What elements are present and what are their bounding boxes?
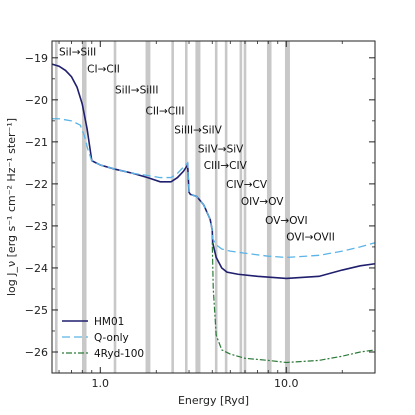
transition-label: CIV→CV xyxy=(226,179,268,191)
y-tick-label: −21 xyxy=(25,136,48,149)
transition-label: SiIV→SiV xyxy=(198,143,244,155)
transition-label: CII→CIII xyxy=(145,106,184,118)
legend-label: 4Ryd-100 xyxy=(94,348,144,360)
x-tick-label: 1.0 xyxy=(92,377,110,390)
legend-label: Q-only xyxy=(94,332,129,344)
transition-label: OVI→OVII xyxy=(286,232,335,244)
legend-label: HM01 xyxy=(94,316,124,328)
series-layer xyxy=(51,63,376,364)
y-axis-label: log J_ν [erg s⁻¹ cm⁻² Hz⁻¹ ster⁻¹] xyxy=(5,118,18,296)
y-tick-label: −20 xyxy=(25,94,48,107)
transition-label: SiIII→SiIV xyxy=(174,124,222,136)
y-tick-label: −19 xyxy=(25,52,48,65)
x-tick-label: 10.0 xyxy=(274,377,299,390)
transition-label: CI→CII xyxy=(87,64,120,76)
y-tick-label: −26 xyxy=(25,346,48,359)
transition-label: SiI→SiII xyxy=(59,47,96,59)
series-line-4ryd-100 xyxy=(211,242,376,364)
x-axis-label: Energy [Ryd] xyxy=(178,394,249,407)
plot-frame xyxy=(51,40,376,374)
transition-label: OV→OVI xyxy=(265,215,307,227)
annotations: SiI→SiII CI→CII SiII→SiIII CII→CIII SiIII→Si… xyxy=(59,47,335,244)
legend: HM01 Q-only 4Ryd-100 xyxy=(62,316,144,360)
y-tick-label: −24 xyxy=(25,262,48,275)
y-tick-label: −25 xyxy=(25,304,48,317)
transition-label: OIV→OV xyxy=(241,196,284,208)
transition-label: SiII→SiIII xyxy=(115,85,158,97)
y-tick-label: −23 xyxy=(25,220,48,233)
transition-label: CIII→CIV xyxy=(204,160,248,172)
y-tick-label: −22 xyxy=(25,178,48,191)
vertical-edge-lines xyxy=(54,41,290,373)
axis-ticks: −19 −20 −21 −22 −23 −24 −25 −26 1.0 10.0 xyxy=(25,41,376,390)
